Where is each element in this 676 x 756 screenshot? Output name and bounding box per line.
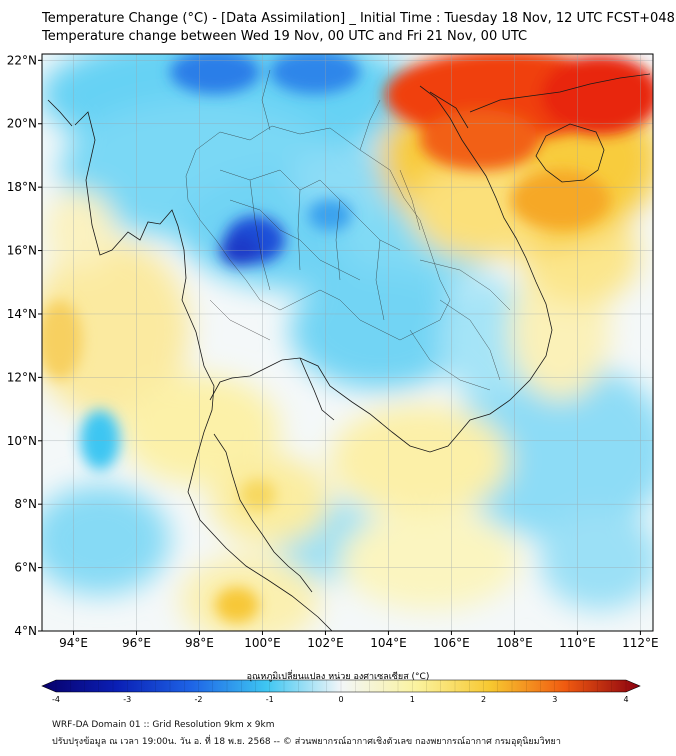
- colorbar-tick-label: 3: [552, 695, 557, 704]
- chart-title: Temperature Change (°C) - [Data Assimila…: [42, 11, 675, 26]
- lon-label: 102°E: [307, 636, 344, 650]
- colorbar-tick-label: -4: [52, 695, 60, 704]
- coastlines: [47, 73, 651, 631]
- province-borders: [185, 69, 511, 391]
- lat-label: 4°N: [14, 624, 37, 638]
- colorbar-label: อุณหภูมิเปลี่ยนแปลง หน่วย องศาเซลเซียส (…: [246, 672, 430, 682]
- lat-label: 10°N: [7, 434, 37, 448]
- lat-label: 14°N: [7, 307, 37, 321]
- temperature-field: [42, 54, 653, 631]
- colorbar-tick-label: -1: [266, 695, 274, 704]
- lon-label: 100°E: [244, 636, 281, 650]
- lat-label: 8°N: [14, 497, 37, 511]
- colorbar-tick-label: -2: [195, 695, 203, 704]
- colorbar-tick-label: -3: [123, 695, 131, 704]
- colorbar-tick-label: 2: [481, 695, 486, 704]
- lon-label: 96°E: [122, 636, 151, 650]
- lat-label: 18°N: [7, 180, 37, 194]
- lat-label: 20°N: [7, 117, 37, 131]
- chart-subtitle: Temperature change between Wed 19 Nov, 0…: [42, 29, 528, 44]
- footer-line-2: ปรับปรุงข้อมูล ณ เวลา 19:00น. วัน อ. ที่…: [52, 737, 561, 747]
- lat-label: 22°N: [7, 53, 37, 67]
- lon-label: 104°E: [370, 636, 407, 650]
- colorbar-bar: [41, 679, 641, 693]
- plot-frame: [41, 53, 654, 632]
- graticule: [42, 54, 653, 632]
- colorbar-ticks: -4 -3 -2 -1 0 1 2 3 4: [52, 680, 629, 704]
- longitude-labels: 94°E 96°E 98°E 100°E 102°E 104°E 106°E 108°E 110…: [59, 631, 659, 650]
- lon-label: 112°E: [622, 636, 659, 650]
- colorbar-tick-label: 0: [338, 695, 343, 704]
- lat-label: 6°N: [14, 561, 37, 575]
- colorbar-tick-label: 4: [623, 695, 628, 704]
- lat-label: 12°N: [7, 370, 37, 384]
- lon-label: 108°E: [496, 636, 533, 650]
- lon-label: 94°E: [59, 636, 88, 650]
- lon-label: 106°E: [433, 636, 470, 650]
- lon-label: 98°E: [185, 636, 214, 650]
- latitude-labels: 22°N 20°N 18°N 16°N 14°N 12°N 10°N 8°N 6°N 4°N: [7, 53, 42, 638]
- footer-line-1: WRF-DA Domain 01 :: Grid Resolution 9km …: [52, 720, 275, 730]
- colorbar-tick-label: 1: [410, 695, 415, 704]
- lon-label: 110°E: [559, 636, 596, 650]
- lat-label: 16°N: [7, 244, 37, 258]
- colorbar: -4 -3 -2 -1 0 1 2 3 4: [41, 679, 641, 704]
